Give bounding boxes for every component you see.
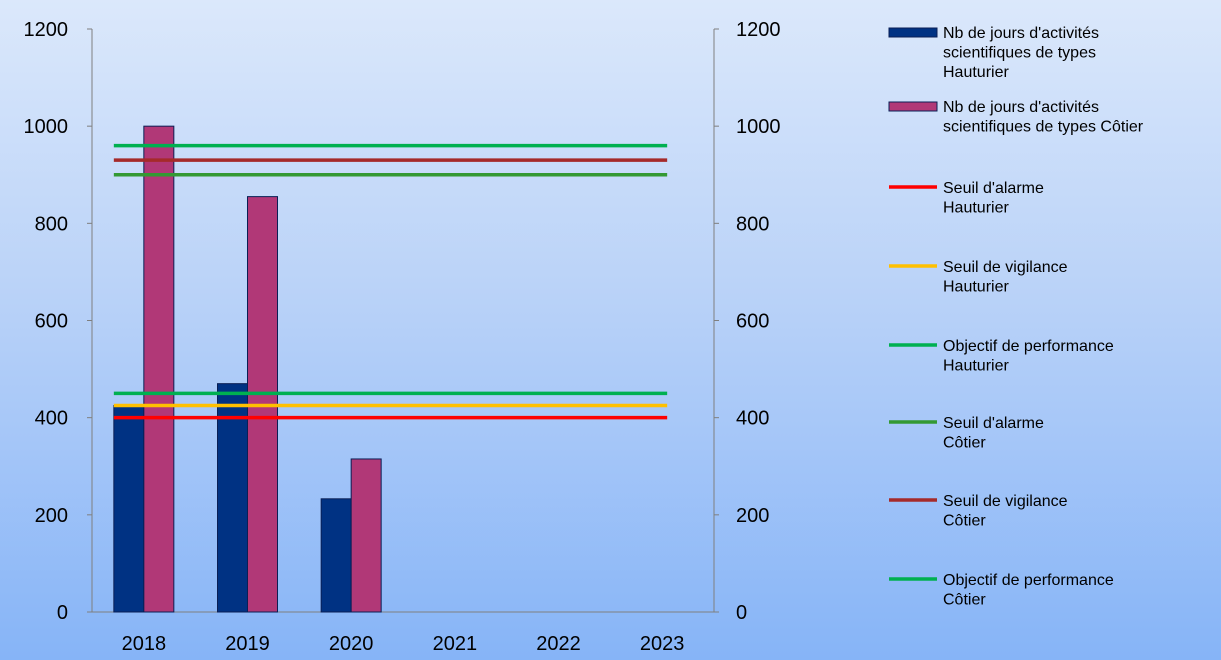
legend-label: scientifiques de types Côtier (943, 119, 1144, 136)
legend-label: Objectif de performance (943, 572, 1114, 589)
bars (113, 125, 382, 613)
bar-hauturier-2020 (320, 498, 352, 613)
legend-label: Côtier (943, 592, 986, 609)
y2-tick-label: 400 (736, 408, 769, 430)
y-tick-label: 600 (35, 311, 68, 333)
bar-hauturier-2019 (217, 383, 248, 613)
legend-swatch-bar (888, 101, 938, 112)
legend-label: Hauturier (943, 279, 1009, 296)
x-tick-label: 2023 (640, 633, 685, 655)
bar-hauturier-2018 (113, 405, 145, 613)
y2-tick-label: 200 (736, 505, 769, 527)
y-tick-label: 1200 (24, 19, 69, 41)
legend-label: Hauturier (943, 200, 1009, 217)
y-tick-label: 200 (35, 505, 68, 527)
legend-label: Seuil d'alarme (943, 180, 1044, 197)
legend-label: Objectif de performance (943, 338, 1114, 355)
y2-tick-label: 1200 (736, 19, 781, 41)
tick-labels: 0 200 400 600 800 1000 1200 0 200 400 600 800 1000 12… (24, 19, 781, 655)
x-tick-label: 2018 (122, 633, 167, 655)
legend-label: Côtier (943, 435, 986, 452)
y-tick-label: 0 (57, 602, 68, 624)
y-tick-label: 800 (35, 213, 68, 235)
legend-label: Nb de jours d'activités (943, 25, 1099, 42)
legend-label: Nb de jours d'activités (943, 99, 1099, 116)
y2-tick-label: 600 (736, 311, 769, 333)
y-tick-label: 400 (35, 408, 68, 430)
legend-swatch-bar (888, 27, 938, 38)
legend-label: Côtier (943, 513, 986, 530)
y2-tick-label: 800 (736, 213, 769, 235)
threshold-lines (113, 143, 668, 420)
y2-tick-label: 1000 (736, 116, 781, 138)
legend-label: scientifiques de types (943, 45, 1096, 62)
x-tick-label: 2019 (225, 633, 270, 655)
legend-label: Hauturier (943, 358, 1009, 375)
legend-label: Seuil d'alarme (943, 415, 1044, 432)
legend: Nb de jours d'activités scientifiques de … (888, 25, 1144, 609)
x-tick-label: 2020 (329, 633, 374, 655)
axes (87, 28, 719, 613)
legend-label: Hauturier (943, 64, 1009, 81)
x-tick-label: 2022 (536, 633, 581, 655)
bar-cotier-2018 (143, 125, 175, 613)
bar-cotier-2020 (350, 458, 382, 613)
legend-label: Seuil de vigilance (943, 493, 1068, 510)
y2-tick-label: 0 (736, 602, 747, 624)
legend-label: Seuil de vigilance (943, 259, 1068, 276)
x-tick-label: 2021 (433, 633, 478, 655)
y-tick-label: 1000 (24, 116, 69, 138)
